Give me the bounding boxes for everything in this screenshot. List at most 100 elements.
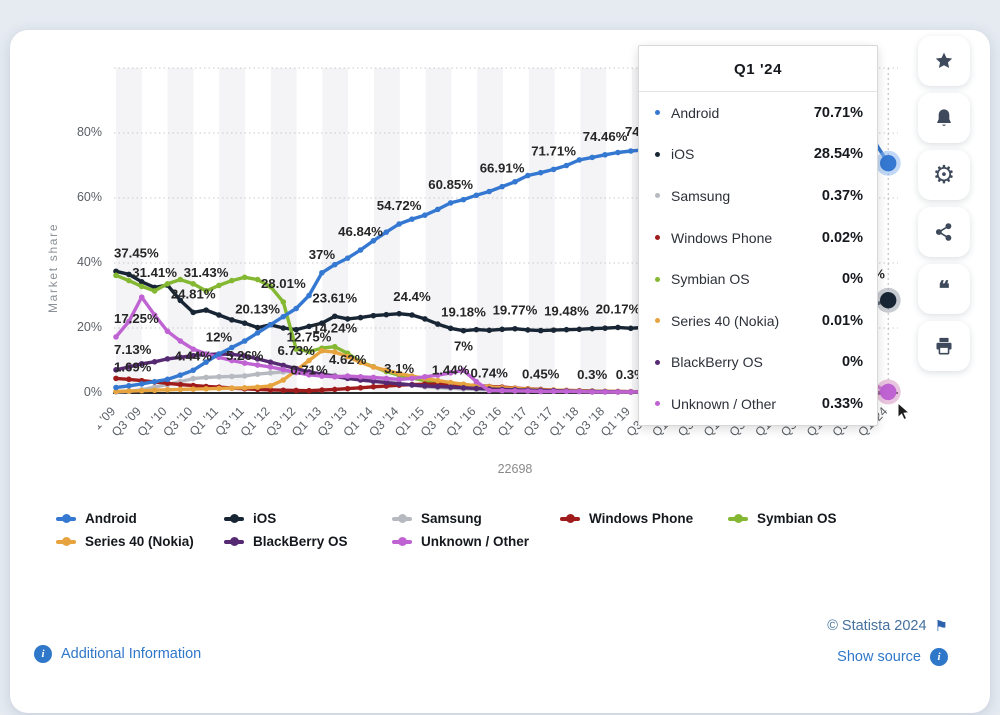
legend-label: Samsung xyxy=(421,511,482,526)
show-source-link[interactable]: Show source i xyxy=(837,648,948,666)
data-label: 74.46% xyxy=(583,129,628,144)
hover-tooltip: Q1 '24 Android 70.71% iOS 28.54% Samsung 0.37… xyxy=(638,45,878,426)
show-source-label: Show source xyxy=(837,649,921,665)
citation-quote-button[interactable]: ❝ xyxy=(918,264,970,314)
favorite-star-button[interactable] xyxy=(918,36,970,86)
tooltip-series-name: iOS xyxy=(671,146,695,163)
quote-icon: ❝ xyxy=(938,277,950,301)
data-label: 31.41% xyxy=(132,265,177,280)
plot-band xyxy=(167,68,194,393)
tooltip-row: Symbian OS 0% xyxy=(639,258,877,300)
legend-item-symbian-os[interactable]: Symbian OS xyxy=(728,511,896,526)
legend-marker-icon xyxy=(392,537,412,546)
data-label: 31.43% xyxy=(184,265,229,280)
series-bullet-icon xyxy=(655,110,660,116)
alert-bell-button[interactable] xyxy=(918,93,970,143)
legend-label: Android xyxy=(85,511,137,526)
data-label: 37% xyxy=(309,247,336,262)
legend-item-series-40-nokia-[interactable]: Series 40 (Nokia) xyxy=(56,534,224,549)
series-bullet-icon xyxy=(655,359,660,365)
data-label: 12.75% xyxy=(287,330,332,345)
plot-band xyxy=(425,68,452,393)
tooltip-row: Samsung 0.37% xyxy=(639,175,877,217)
legend-item-samsung[interactable]: Samsung xyxy=(392,511,560,526)
tooltip-series-name: Samsung xyxy=(671,187,731,204)
tooltip-row: Unknown / Other 0.33% xyxy=(639,383,877,425)
copyright-text: © Statista 2024 xyxy=(827,618,927,634)
legend-label: Windows Phone xyxy=(589,511,694,526)
data-label: 1.44% xyxy=(432,362,470,377)
mouse-cursor xyxy=(897,402,911,421)
settings-gear-button[interactable]: ⚙ xyxy=(918,150,970,200)
series-bullet-icon xyxy=(655,235,660,241)
info-icon: i xyxy=(34,645,52,663)
plot-band xyxy=(116,68,142,393)
data-label: 0.45% xyxy=(522,367,560,382)
tooltip-series-value: 0.02% xyxy=(821,229,863,246)
data-label: 66.91% xyxy=(480,161,525,176)
legend-marker-icon xyxy=(224,514,244,523)
legend-item-ios[interactable]: iOS xyxy=(224,511,392,526)
hover-point-marker xyxy=(875,287,901,313)
info-icon: i xyxy=(930,648,948,666)
data-label: 6.73% xyxy=(277,343,315,358)
legend-marker-icon xyxy=(224,537,244,546)
chart-legend: Android iOS Samsung Windows Phone Symbian OS… xyxy=(56,511,936,557)
data-label: 5.26% xyxy=(226,348,264,363)
data-label: 17.25% xyxy=(114,311,159,326)
data-label: 19.18% xyxy=(441,305,486,320)
legend-label: BlackBerry OS xyxy=(253,534,348,549)
statista-copyright: © Statista 2024 ⚑ xyxy=(827,618,948,634)
print-button[interactable] xyxy=(918,321,970,371)
y-axis-tick-label: 60% xyxy=(76,190,102,204)
data-label: 1.69% xyxy=(114,360,152,375)
bell-icon xyxy=(933,107,955,129)
legend-item-android[interactable]: Android xyxy=(56,511,224,526)
data-label: 14.24% xyxy=(312,321,357,336)
tooltip-row: Windows Phone 0.02% xyxy=(639,217,877,259)
plot-band xyxy=(528,68,555,393)
y-axis-tick-label: 40% xyxy=(76,255,102,269)
tooltip-rows: Android 70.71% iOS 28.54% Samsung 0.37% Window… xyxy=(639,92,877,425)
data-label: 37.45% xyxy=(114,245,159,260)
additional-information-link[interactable]: i Additional Information xyxy=(34,645,201,663)
tooltip-series-value: 0.33% xyxy=(821,395,863,412)
tooltip-series-name: Android xyxy=(671,104,720,121)
flag-icon: ⚑ xyxy=(934,617,948,635)
data-label: 12% xyxy=(206,329,233,344)
data-label: 4.44% xyxy=(175,349,213,364)
tooltip-row: BlackBerry OS 0% xyxy=(639,342,877,384)
series-bullet-icon xyxy=(655,276,660,282)
legend-item-blackberry-os[interactable]: BlackBerry OS xyxy=(224,534,392,549)
data-label: 3.1% xyxy=(384,361,414,376)
data-label: 60.85% xyxy=(428,177,473,192)
legend-label: Series 40 (Nokia) xyxy=(85,534,194,549)
data-label: 20.13% xyxy=(235,302,280,317)
series-bullet-icon xyxy=(655,318,660,324)
legend-marker-icon xyxy=(56,514,76,523)
tooltip-series-value: 0.37% xyxy=(821,187,863,204)
y-axis-tick-label: 20% xyxy=(76,320,102,334)
data-label: 7.13% xyxy=(114,342,152,357)
action-button-column: ⚙ ❝ xyxy=(918,36,970,371)
share-button[interactable] xyxy=(918,207,970,257)
data-label: 0.3% xyxy=(577,367,607,382)
tooltip-series-value: 0% xyxy=(842,271,863,288)
data-label: 24.81% xyxy=(171,286,216,301)
tooltip-series-value: 0.01% xyxy=(821,312,863,329)
plot-band xyxy=(580,68,607,393)
plot-band xyxy=(477,68,503,393)
data-label: 71.71% xyxy=(531,143,576,158)
legend-item-unknown-other[interactable]: Unknown / Other xyxy=(392,534,560,549)
hover-point-marker xyxy=(875,150,901,176)
tooltip-series-value: 0% xyxy=(842,354,863,371)
legend-marker-icon xyxy=(728,514,748,523)
printer-icon xyxy=(933,335,955,357)
plot-band xyxy=(322,68,349,393)
tooltip-series-name: Unknown / Other xyxy=(671,395,777,412)
legend-item-windows-phone[interactable]: Windows Phone xyxy=(560,511,728,526)
tooltip-series-name: Symbian OS xyxy=(671,271,750,288)
share-icon xyxy=(933,221,955,243)
data-label: 20.17% xyxy=(596,301,641,316)
